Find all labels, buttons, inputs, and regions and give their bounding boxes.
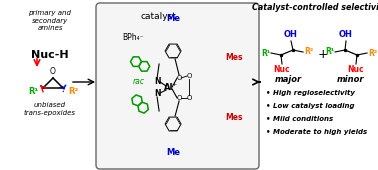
Text: major: major (274, 75, 302, 84)
Text: Me: Me (166, 148, 180, 157)
Text: rac: rac (133, 76, 145, 86)
Text: R²: R² (304, 47, 313, 56)
Text: N: N (154, 89, 160, 98)
Text: +: + (172, 81, 177, 87)
Text: catalyst: catalyst (141, 12, 177, 21)
Text: • Mild conditions: • Mild conditions (266, 116, 333, 122)
Text: Mes: Mes (226, 114, 243, 123)
Text: Nuc: Nuc (274, 65, 290, 74)
Text: R²: R² (368, 48, 377, 57)
Text: Al: Al (164, 83, 174, 92)
Text: O: O (177, 95, 182, 101)
Text: minor: minor (336, 75, 364, 84)
Text: Nuc-H: Nuc-H (31, 50, 69, 60)
Text: +: + (318, 48, 328, 62)
Text: N: N (154, 76, 160, 86)
Text: O: O (177, 75, 182, 81)
Text: O: O (186, 95, 192, 101)
FancyBboxPatch shape (96, 3, 259, 169)
Text: unbiased
trans-epoxides: unbiased trans-epoxides (24, 102, 76, 116)
Text: R¹: R¹ (325, 47, 334, 56)
Text: • Low catalyst loading: • Low catalyst loading (266, 103, 355, 109)
Text: O: O (50, 67, 56, 76)
Text: • High regioselectivity: • High regioselectivity (266, 90, 355, 96)
Text: R¹: R¹ (28, 87, 38, 96)
Text: OH: OH (284, 30, 298, 39)
Text: R¹: R¹ (261, 48, 270, 57)
Text: Nuc: Nuc (348, 65, 364, 74)
Text: Me: Me (166, 14, 180, 23)
Text: • Moderate to high yields: • Moderate to high yields (266, 129, 367, 135)
Text: primary and
secondary
amines: primary and secondary amines (28, 10, 71, 31)
Text: OH: OH (339, 30, 353, 39)
Text: O: O (186, 73, 192, 79)
Text: R²: R² (68, 87, 78, 96)
Text: BPh₄⁻: BPh₄⁻ (122, 32, 144, 41)
Text: Mes: Mes (226, 54, 243, 63)
Text: Catalyst-controlled selectivity: Catalyst-controlled selectivity (252, 3, 378, 12)
